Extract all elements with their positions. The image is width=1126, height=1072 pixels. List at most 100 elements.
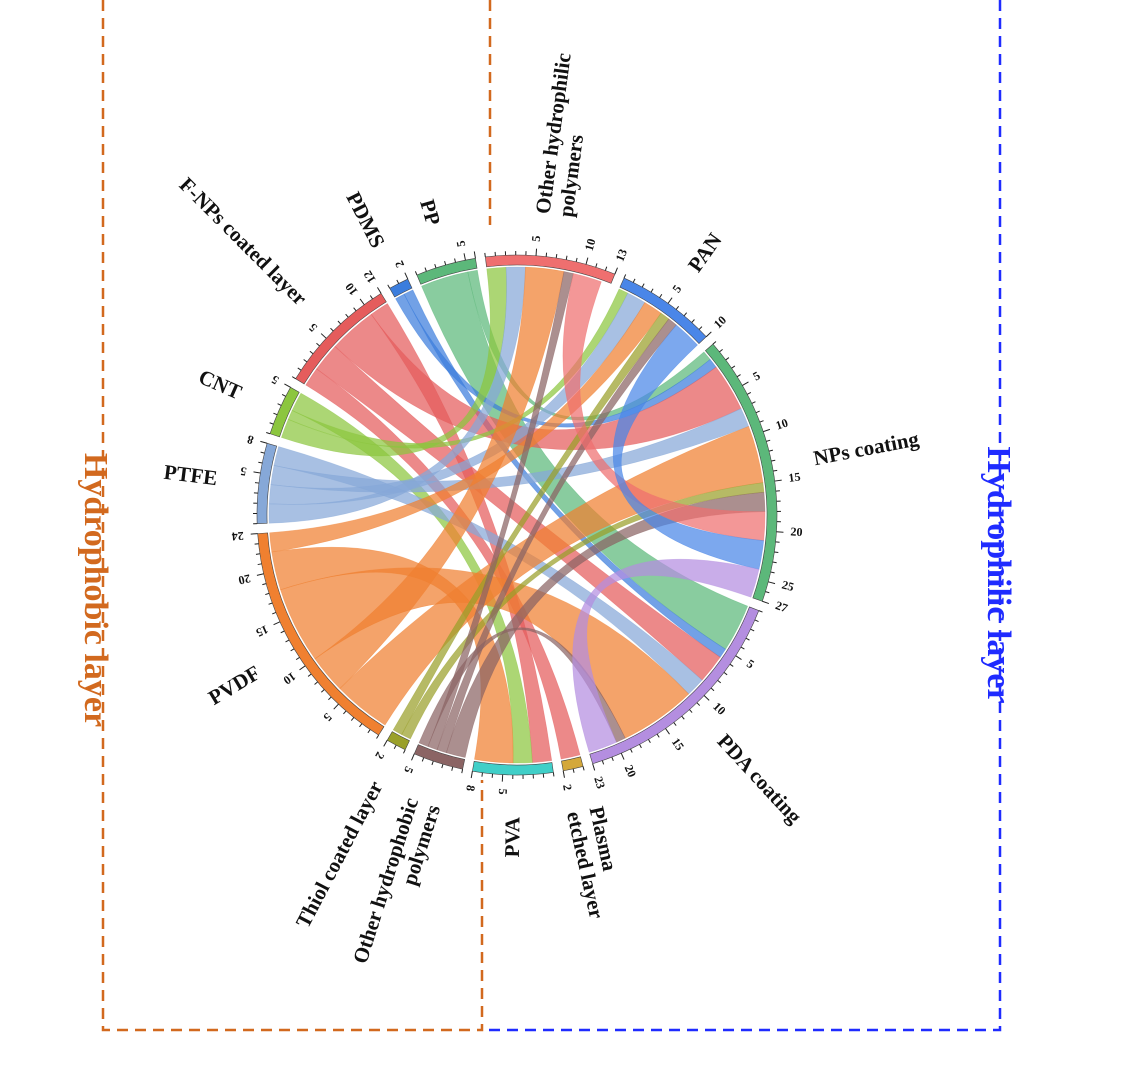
segment-label-pp: PP [415, 197, 445, 228]
tick-label-pan: 10 [711, 313, 729, 331]
tick-mark-pda [681, 715, 685, 720]
tick-mark-pda [611, 756, 614, 761]
tick-mark-pvdf [290, 648, 295, 652]
tick-mark-pvdf [350, 717, 355, 721]
tick-mark-pva [470, 771, 473, 779]
tick-mark-pvdf [367, 729, 371, 734]
tick-mark-pan [659, 293, 663, 298]
tick-mark-other_hydrophobic [431, 760, 434, 766]
segment-arc-cnt [269, 386, 300, 438]
tick-label-nps: 25 [780, 577, 795, 594]
tick-mark-pan [632, 278, 636, 283]
tick-mark-cnt [281, 393, 286, 397]
tick-mark-nps [774, 479, 782, 482]
tick-mark-nps [725, 357, 730, 361]
segment-label-pvdf: PVDF [204, 660, 264, 709]
tick-mark-pvdf [307, 673, 312, 677]
tick-label-other_hydrophilic: 13 [612, 247, 629, 263]
tick-mark-pvdf [273, 621, 281, 626]
tick-mark-ptfe [260, 451, 265, 454]
segment-label-line: PDA coating [713, 729, 807, 828]
tick-mark-plasma [572, 768, 575, 773]
segment-arc-pp [416, 258, 478, 285]
tick-mark-pan [667, 297, 673, 304]
tick-label-fnps: 5 [306, 321, 320, 335]
tick-mark-other_hydrophobic [461, 769, 464, 774]
tick-mark-pda [673, 722, 677, 726]
tick-mark-pan [641, 283, 645, 288]
chord-ribbons [268, 266, 766, 764]
tick-mark-fnps [369, 295, 373, 300]
tick-label-nps: 15 [788, 469, 802, 484]
tick-mark-pp [463, 253, 466, 261]
tick-label-other_hydrophilic: 10 [582, 237, 599, 252]
segment-arc-plasma [561, 756, 584, 772]
tick-mark-other_hydrophilic [595, 263, 598, 268]
tick-label-pda: 23 [591, 775, 608, 791]
tick-mark-pp [473, 251, 476, 259]
tick-mark-pvdf [265, 592, 270, 596]
tick-label-fnps: 10 [342, 280, 360, 298]
tick-label-nps: 20 [790, 524, 803, 539]
chord-ribbon-pvdf-pva [271, 546, 514, 764]
tick-mark-other_hydrophilic [604, 266, 608, 271]
tick-label-pda: 10 [710, 699, 728, 717]
segment-label-nps: NPs coating [811, 426, 921, 470]
tick-mark-pvdf [268, 602, 273, 605]
segment-arc-pvdf [257, 532, 385, 736]
tick-mark-pan [675, 305, 680, 310]
tick-mark-cnt [277, 403, 282, 406]
tick-mark-pp [424, 267, 427, 272]
tick-mark-plasma [562, 770, 565, 778]
tick-mark-pvdf [343, 710, 347, 715]
tick-mark-pvdf [321, 689, 325, 693]
tick-mark-pvdf [295, 657, 300, 661]
tick-mark-nps [719, 348, 723, 353]
chord-ribbon-pp-nps [467, 269, 711, 421]
tick-label-pan: 5 [669, 282, 684, 295]
segment-label-line: PTFE [163, 460, 219, 490]
tick-mark-nps [712, 341, 717, 345]
tick-mark-fnps [309, 350, 314, 355]
chord-ribbon-thiol-pan [392, 312, 670, 735]
segment-label-line: PVDF [204, 660, 264, 709]
tick-mark-nps [770, 571, 775, 574]
tick-mark-pvdf [376, 734, 380, 739]
segment-arc-other_hydrophilic [484, 254, 616, 284]
tick-mark-nps [773, 469, 778, 472]
tick-mark-fnps [330, 327, 334, 332]
tick-label-pdms: 2 [392, 258, 407, 269]
tick-mark-fnps [291, 376, 296, 380]
tick-mark-other_hydrophilic [535, 248, 538, 256]
tick-mark-pda [745, 637, 750, 641]
tick-mark-pdms [404, 272, 409, 280]
tick-label-pvdf: 20 [237, 571, 252, 587]
segment-label-pva: PVA [500, 816, 525, 858]
tick-mark-pva [481, 772, 483, 777]
chord-ribbon-pvdf-pan [269, 302, 662, 553]
tick-mark-pp [414, 271, 418, 276]
tick-mark-pda [750, 628, 755, 632]
segment-label-line: PVA [500, 816, 525, 858]
segment-label-line: NPs coating [811, 426, 921, 470]
hydrophobic-layer-label: Hydrophobic layer [77, 453, 114, 727]
tick-mark-pvdf [250, 533, 258, 535]
tick-mark-fnps [359, 298, 365, 305]
tick-mark-thiol [393, 744, 397, 749]
tick-mark-pan [691, 319, 695, 323]
tick-mark-pvdf [280, 630, 285, 634]
tick-mark-pan [650, 288, 654, 293]
tick-mark-pda [592, 763, 596, 771]
tick-mark-pvdf [255, 553, 260, 555]
segment-label-ptfe: PTFE [163, 460, 219, 490]
tick-mark-other_hydrophilic [555, 253, 558, 259]
segment-arc-pda [589, 606, 760, 765]
hydrophilic-boundary [482, 0, 1002, 1032]
chord-ribbon-thiol-nps [401, 482, 765, 740]
tick-mark-nps [765, 591, 770, 594]
tick-mark-fnps [316, 342, 320, 347]
tick-mark-pvdf [256, 573, 264, 576]
tick-label-thiol: 2 [372, 750, 387, 762]
tick-mark-pda [717, 679, 722, 684]
